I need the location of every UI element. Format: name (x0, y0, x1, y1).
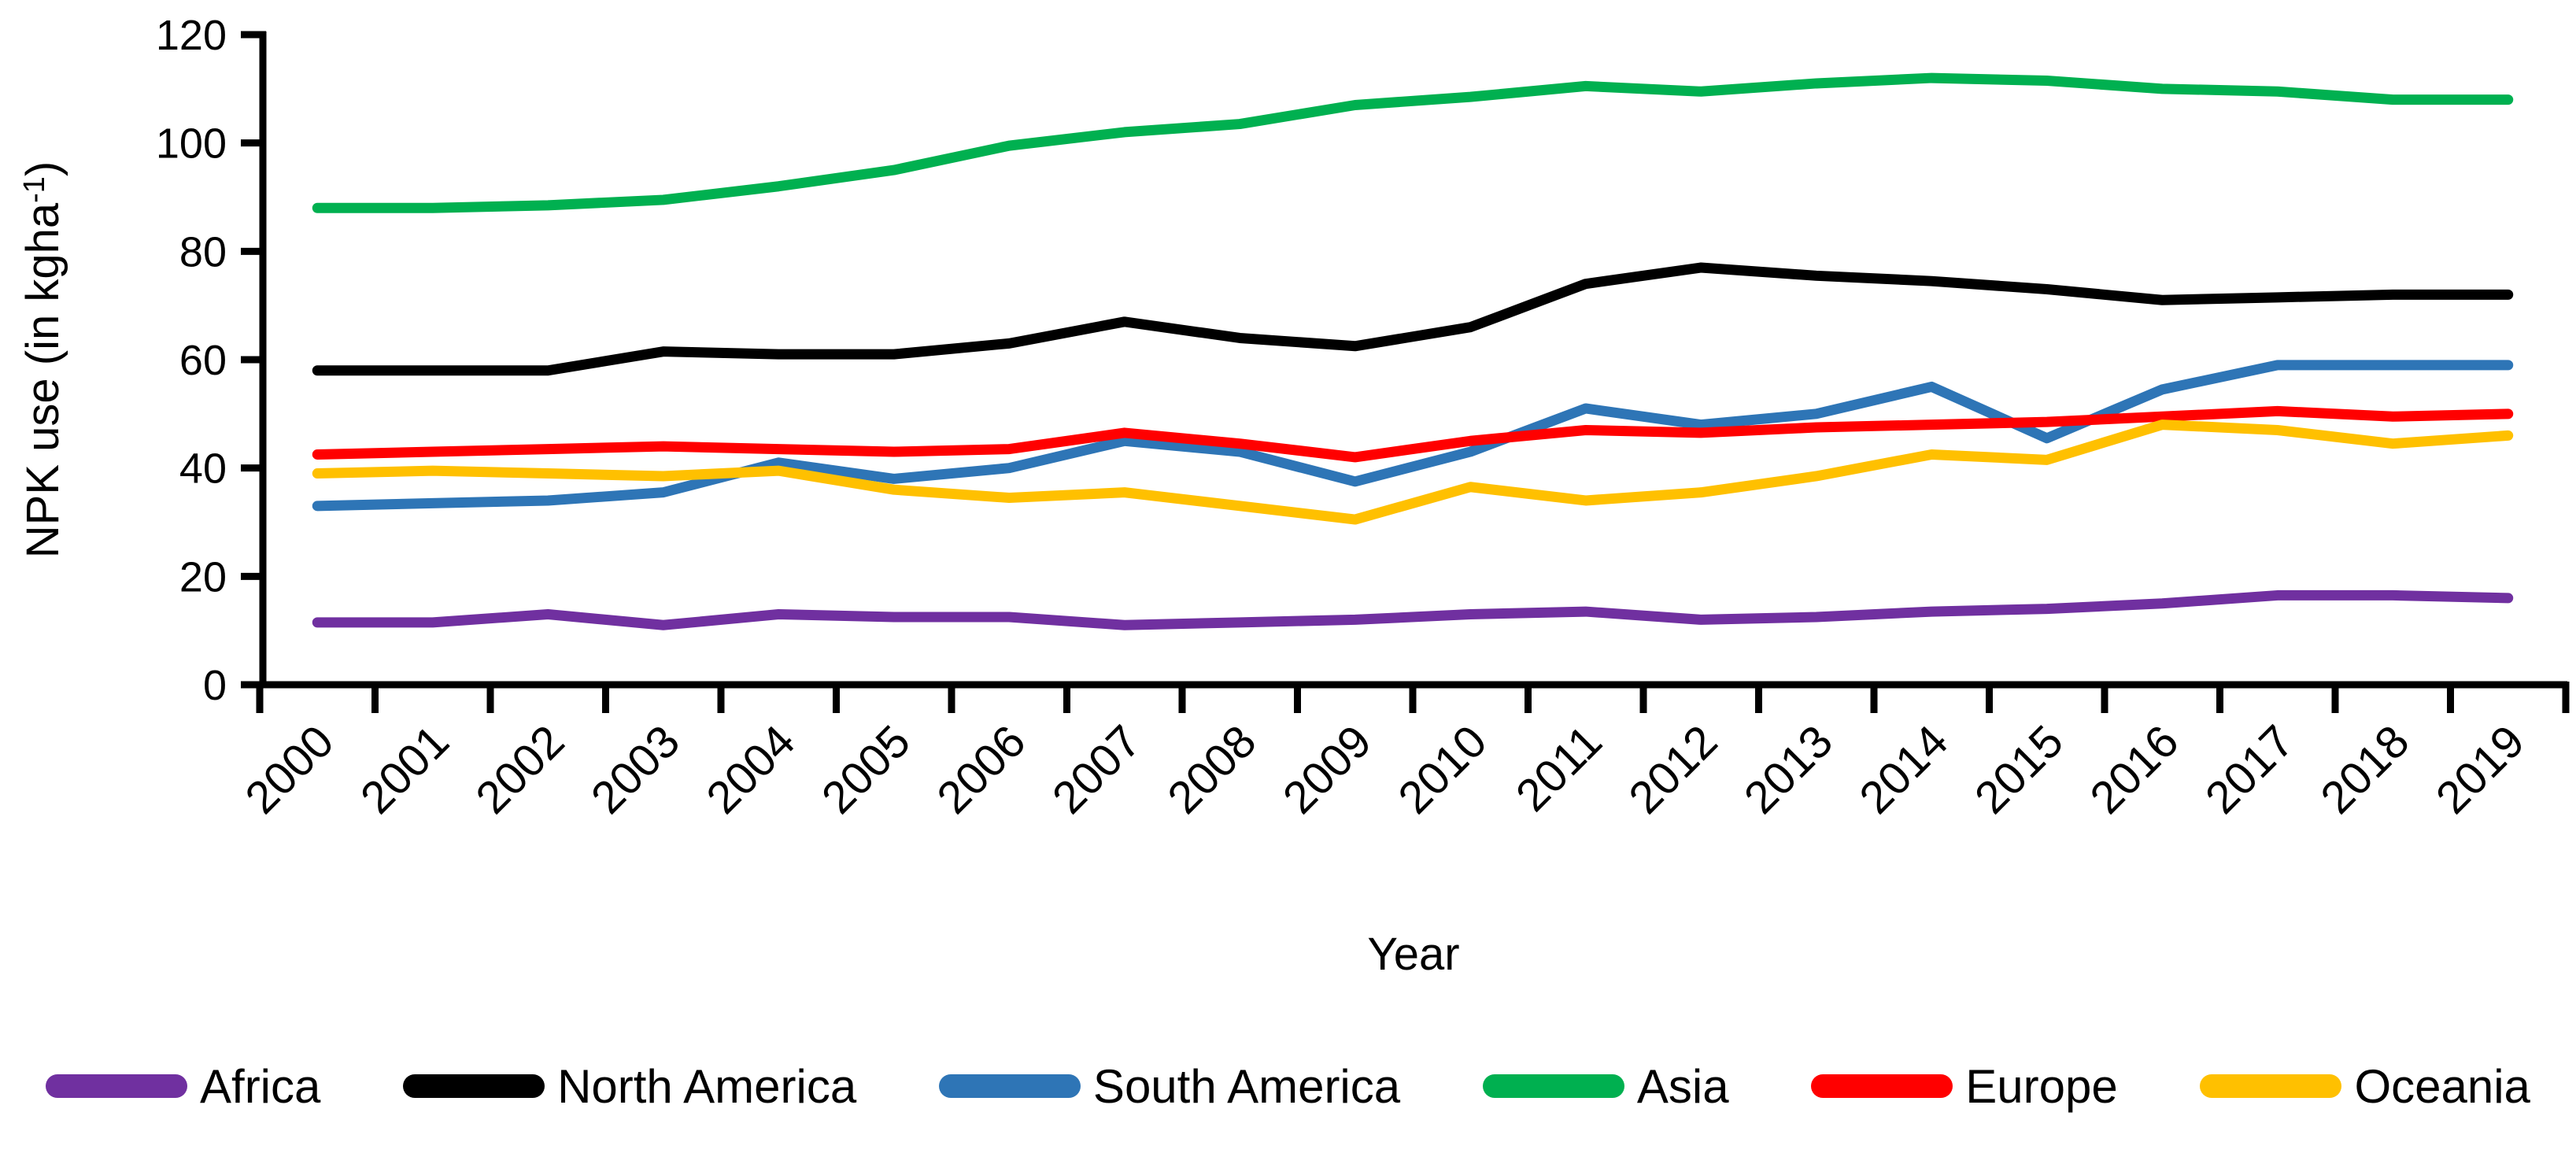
series-lines (312, 72, 2514, 630)
y-tick-label: 80 (179, 228, 227, 275)
x-tick-label: 2004 (697, 715, 804, 823)
legend-swatch (1811, 1074, 1953, 1098)
legend-swatch (46, 1074, 187, 1098)
x-tick-label: 2014 (1850, 715, 1957, 823)
x-tick-label: 2018 (2311, 715, 2419, 823)
legend-label: Asia (1636, 1059, 1729, 1113)
legend-swatch (1482, 1074, 1624, 1098)
x-tick-label: 2015 (1965, 715, 2073, 823)
legend-item-europe: Europe (1811, 1059, 2118, 1114)
chart-canvas: 0 20 40 60 80 100 120 2000 2001 2002 2003 2004 2005… (17, 12, 2570, 980)
x-tick-label: 2016 (2080, 715, 2188, 823)
y-axis-ticks: 0 20 40 60 80 100 120 (156, 12, 266, 709)
x-axis-ticks (256, 682, 2570, 713)
series-line-south-america (312, 360, 2514, 512)
legend-label: Africa (200, 1059, 321, 1113)
series-line-europe (312, 405, 2514, 463)
x-tick-label: 2001 (351, 715, 459, 823)
legend-item-oceania: Oceania (2200, 1059, 2530, 1114)
series-line-oceania (312, 419, 2514, 525)
x-tick-label: 2007 (1043, 715, 1151, 823)
series-line-africa (312, 589, 2514, 630)
y-tick-label: 0 (203, 662, 227, 709)
y-tick-label: 60 (179, 337, 227, 384)
x-tick-label: 2019 (2426, 715, 2534, 823)
legend-swatch (2200, 1074, 2342, 1098)
legend-swatch (938, 1074, 1081, 1098)
series-line-asia (312, 72, 2514, 213)
x-tick-label: 2000 (235, 715, 343, 823)
series-line-north-america (312, 262, 2514, 376)
x-axis-title: Year (1367, 929, 1459, 980)
legend-label: North America (557, 1059, 857, 1113)
legend-label: South America (1092, 1059, 1401, 1113)
x-tick-label: 2011 (1506, 715, 1612, 821)
x-axis-year-labels: 2000 2001 2002 2003 2004 2005 2006 2007 2008 2009… (235, 715, 2534, 823)
y-tick-label: 20 (179, 553, 227, 601)
x-tick-label: 2017 (2196, 715, 2304, 823)
x-tick-label: 2002 (466, 715, 574, 823)
y-tick-label: 100 (156, 120, 227, 168)
legend-item-asia: Asia (1482, 1059, 1729, 1114)
x-tick-label: 2013 (1735, 715, 1842, 823)
legend-item-africa: Africa (46, 1059, 320, 1114)
x-tick-label: 2006 (927, 715, 1035, 823)
y-tick-label: 40 (179, 445, 227, 493)
y-tick-label: 120 (156, 12, 227, 59)
legend-item-north-america: North America (403, 1059, 856, 1114)
legend-label: Oceania (2354, 1059, 2530, 1113)
legend-swatch (403, 1074, 545, 1098)
x-tick-label: 2012 (1619, 715, 1727, 823)
chart-legend: Africa North America South America Asia Euro… (0, 1047, 2576, 1125)
x-tick-label: 2010 (1388, 715, 1496, 823)
y-axis-title: NPK use (in kgha-1) (17, 161, 68, 558)
legend-item-south-america: South America (938, 1059, 1401, 1114)
x-tick-label: 2005 (812, 715, 920, 823)
x-tick-label: 2009 (1273, 715, 1381, 823)
x-tick-label: 2008 (1158, 715, 1266, 823)
legend-label: Europe (1965, 1059, 2118, 1113)
x-tick-label: 2003 (582, 715, 689, 823)
